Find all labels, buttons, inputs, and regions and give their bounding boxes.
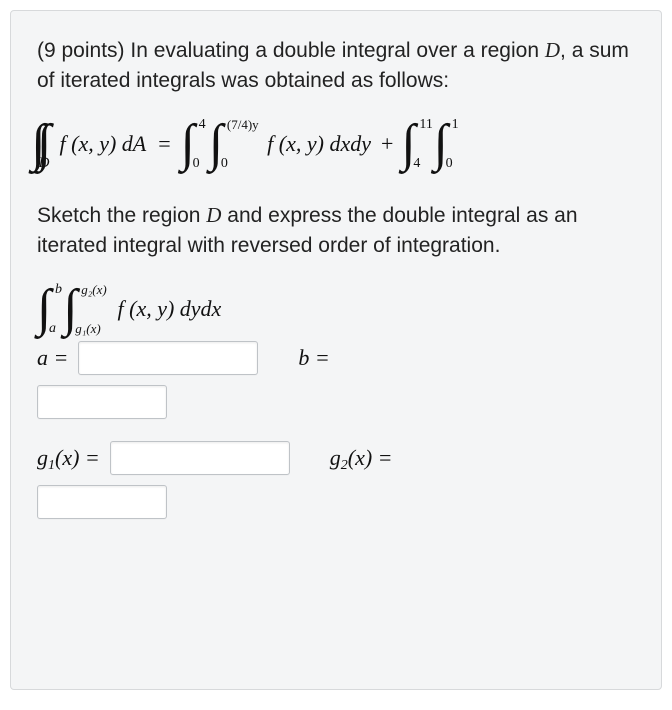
answer-row-g2-input: [37, 485, 635, 519]
int1-inner-up: (7/4)y: [227, 117, 259, 133]
integrand1: f (x, y) dxdy: [265, 131, 373, 157]
dblint-sub: D: [39, 155, 50, 172]
int1-outer: ∫ 4 0: [181, 123, 195, 166]
points-prefix: (9 points): [37, 39, 125, 62]
int1-outer-low: 0: [193, 156, 200, 172]
int2-outer-up: 11: [419, 117, 432, 133]
g1-pre: g: [37, 445, 48, 470]
g1-input[interactable]: [110, 441, 290, 475]
int1-inner-low: 0: [221, 156, 228, 172]
lhs-integrand: f (x, y) dA: [58, 131, 149, 157]
b-input[interactable]: [37, 385, 167, 419]
int2-inner: ∫ 1 0: [434, 123, 448, 166]
b-label: b =: [298, 345, 329, 371]
answer-row-b-input: [37, 385, 635, 419]
intro-text: In evaluating a double integral over a r…: [130, 39, 539, 62]
g1-sub: 1: [48, 458, 55, 473]
int1-outer-up: 4: [199, 117, 206, 133]
mid-1b: D: [206, 203, 221, 227]
answer-row-g: g1(x) = g2(x) =: [37, 441, 635, 475]
int-outer-2: ∫ b a: [37, 288, 51, 331]
eq2-inner-up: g₂(x): [81, 282, 106, 298]
g2-input[interactable]: [37, 485, 167, 519]
int2-inner-up: 1: [452, 117, 459, 133]
equation-2: ∫ b a ∫ g₂(x) g₁(x) f (x, y) dydx: [37, 288, 635, 331]
region-var: D: [545, 38, 560, 62]
int1-inner: ∫ (7/4)y 0: [209, 123, 223, 166]
intro-paragraph: (9 points) In evaluating a double integr…: [37, 35, 635, 97]
problem-card: (9 points) In evaluating a double integr…: [10, 10, 662, 690]
g2-post: (x) =: [348, 445, 393, 470]
eq2-outer-up: b: [55, 282, 62, 298]
plus: +: [375, 131, 399, 157]
g2-label: g2(x) =: [330, 445, 393, 471]
a-label: a =: [37, 345, 68, 371]
int-inner-2: ∫ g₂(x) g₁(x): [63, 288, 77, 331]
int2-inner-low: 0: [446, 156, 453, 172]
eq2-inner-low: g₁(x): [75, 321, 100, 337]
answer-row-ab: a = b =: [37, 341, 635, 375]
a-input[interactable]: [78, 341, 258, 375]
mid-1a: Sketch the region: [37, 204, 206, 227]
g1-label: g1(x) =: [37, 445, 100, 471]
int2-outer: ∫ 11 4: [401, 123, 415, 166]
g2-pre: g: [330, 445, 341, 470]
double-integral-symbol: ∫∫ D: [37, 123, 46, 166]
g1-post: (x) =: [55, 445, 100, 470]
eq2-integrand: f (x, y) dydx: [116, 296, 224, 322]
equals: =: [150, 131, 178, 157]
int2-outer-low: 4: [413, 156, 420, 172]
eq2-outer-low: a: [49, 321, 56, 337]
g2-sub: 2: [341, 458, 348, 473]
equation-1: ∫∫ D f (x, y) dA = ∫ 4 0 ∫ (7/4)y 0 f (x…: [37, 123, 635, 166]
mid-paragraph: Sketch the region D and express the doub…: [37, 200, 635, 262]
